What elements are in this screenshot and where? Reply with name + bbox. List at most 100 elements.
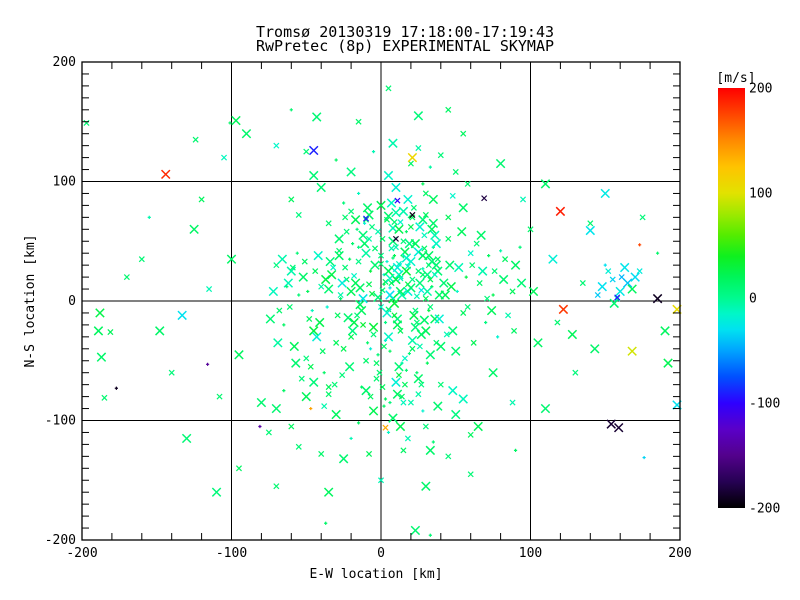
scatter-point bbox=[663, 358, 673, 368]
scatter-point bbox=[325, 305, 329, 309]
scatter-point bbox=[303, 355, 310, 362]
scatter-point bbox=[313, 250, 323, 261]
scatter-point bbox=[351, 272, 358, 279]
y-axis-label: N-S location [km] bbox=[23, 234, 38, 367]
x-tick-label: -100 bbox=[216, 546, 247, 561]
y-tick-label: 0 bbox=[68, 294, 76, 309]
scatter-point bbox=[268, 286, 279, 297]
scatter-point bbox=[418, 287, 425, 294]
scatter-point bbox=[343, 228, 350, 235]
scatter-point bbox=[355, 227, 359, 231]
y-tick-label: 100 bbox=[53, 175, 76, 190]
scatter-point bbox=[518, 245, 522, 249]
scatter-point bbox=[455, 289, 459, 294]
scatter-point bbox=[652, 293, 663, 304]
scatter-point bbox=[363, 215, 370, 222]
scatter-point bbox=[388, 349, 392, 353]
scatter-point bbox=[376, 369, 383, 376]
colorbar-tick-label: -100 bbox=[749, 397, 780, 412]
scatter-point bbox=[101, 394, 108, 401]
scatter-point bbox=[498, 274, 509, 285]
scatter-point bbox=[401, 253, 412, 263]
scatter-point bbox=[325, 384, 332, 391]
x-tick-label: 200 bbox=[668, 546, 691, 561]
scatter-point bbox=[491, 293, 495, 297]
scatter-point bbox=[295, 211, 302, 218]
scatter-point bbox=[114, 386, 118, 390]
scatter-point bbox=[413, 111, 424, 121]
scatter-point bbox=[388, 286, 392, 290]
scatter-point bbox=[407, 351, 412, 356]
scatter-point bbox=[425, 445, 436, 456]
scatter-point bbox=[491, 268, 498, 275]
scatter-point bbox=[339, 297, 343, 301]
scatter-point bbox=[325, 220, 332, 227]
scatter-point bbox=[273, 142, 280, 149]
scatter-point bbox=[509, 288, 516, 295]
scatter-point bbox=[422, 190, 429, 197]
scatter-point bbox=[177, 310, 187, 321]
scatter-point bbox=[371, 245, 379, 252]
scatter-point bbox=[558, 304, 569, 315]
scatter-point bbox=[603, 263, 607, 267]
scatter-point bbox=[627, 284, 637, 294]
scatter-point bbox=[334, 250, 344, 261]
scatter-point bbox=[346, 286, 356, 297]
scatter-point bbox=[401, 355, 408, 362]
scatter-point bbox=[395, 372, 402, 379]
scatter-point bbox=[333, 339, 340, 346]
scatter-point bbox=[395, 421, 406, 432]
scatter-point bbox=[221, 154, 228, 161]
scatter-point bbox=[368, 322, 379, 333]
scatter-point bbox=[415, 268, 422, 275]
scatter-point bbox=[410, 238, 421, 249]
scatter-point bbox=[354, 312, 361, 319]
scatter-point bbox=[415, 391, 422, 398]
scatter-point bbox=[303, 148, 310, 155]
scatter-point bbox=[392, 235, 399, 242]
scatter-point bbox=[369, 223, 376, 230]
scatter-point bbox=[464, 180, 471, 187]
scatter-point bbox=[446, 281, 456, 292]
scatter-point bbox=[377, 260, 385, 267]
scatter-point bbox=[448, 326, 458, 336]
scatter-point bbox=[614, 295, 621, 302]
scatter-point bbox=[363, 216, 370, 223]
scatter-point bbox=[410, 525, 421, 536]
scatter-point bbox=[312, 268, 319, 275]
scatter-point bbox=[366, 235, 373, 242]
scatter-point bbox=[528, 286, 539, 297]
scatter-point bbox=[590, 344, 600, 354]
scatter-point bbox=[348, 257, 352, 261]
scatter-point bbox=[407, 223, 414, 230]
scatter-point bbox=[316, 182, 326, 193]
scatter-point bbox=[391, 207, 401, 218]
scatter-point bbox=[606, 419, 616, 429]
scatter-point bbox=[318, 450, 325, 457]
scatter-point bbox=[168, 369, 175, 376]
scatter-point bbox=[96, 352, 107, 362]
scatter-point bbox=[383, 211, 394, 221]
scatter-point bbox=[368, 347, 373, 351]
scatter-point bbox=[597, 281, 607, 292]
scatter-point bbox=[422, 286, 433, 297]
scatter-point bbox=[415, 371, 419, 375]
scatter-point bbox=[613, 422, 624, 433]
chart-title: Tromsø 20130319 17:18:00-17:19:43 bbox=[256, 23, 554, 41]
scatter-point bbox=[373, 292, 383, 303]
scatter-point bbox=[386, 430, 391, 435]
scatter-point bbox=[392, 389, 403, 399]
scatter-point bbox=[434, 256, 441, 263]
scatter-point bbox=[439, 278, 449, 288]
scatter-point bbox=[383, 170, 394, 181]
scatter-point bbox=[283, 278, 294, 288]
scatter-point bbox=[540, 179, 551, 189]
scatter-point bbox=[445, 453, 452, 460]
scatter-point bbox=[394, 197, 401, 204]
scatter-point bbox=[331, 381, 338, 388]
scatter-point bbox=[342, 201, 346, 205]
scatter-point bbox=[308, 326, 319, 336]
scatter-point bbox=[392, 320, 403, 330]
scatter-point bbox=[642, 455, 646, 460]
